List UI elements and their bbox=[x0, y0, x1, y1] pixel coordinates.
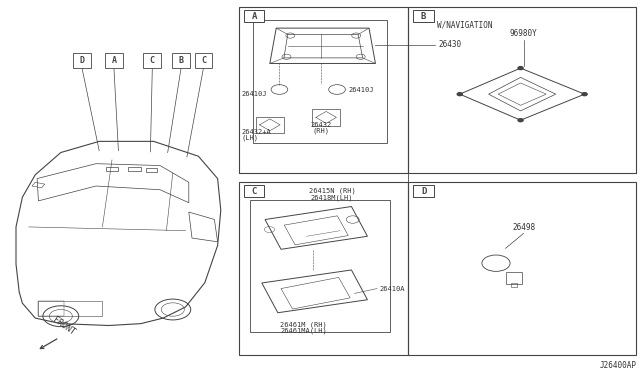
Bar bbox=[146, 168, 157, 172]
Text: 26461MA(LH): 26461MA(LH) bbox=[280, 327, 327, 334]
Bar bbox=[253, 20, 387, 143]
Text: (LH): (LH) bbox=[242, 135, 259, 141]
Text: 26432: 26432 bbox=[310, 122, 332, 128]
Text: FRONT: FRONT bbox=[51, 315, 77, 337]
Text: B: B bbox=[421, 12, 426, 21]
Circle shape bbox=[582, 93, 587, 96]
Bar bbox=[506, 272, 522, 283]
Text: (RH): (RH) bbox=[312, 128, 330, 134]
Bar bbox=[408, 7, 636, 173]
Bar bbox=[143, 53, 161, 68]
Bar bbox=[38, 301, 64, 316]
Bar bbox=[413, 10, 434, 22]
Text: B: B bbox=[179, 56, 184, 65]
Bar bbox=[312, 109, 340, 126]
Text: 26410J: 26410J bbox=[349, 87, 374, 93]
Text: A: A bbox=[111, 56, 116, 65]
Text: 26410A: 26410A bbox=[380, 286, 405, 292]
Text: 26415N (RH): 26415N (RH) bbox=[308, 188, 355, 194]
Text: J26400AP: J26400AP bbox=[600, 361, 637, 370]
Bar bbox=[408, 182, 636, 355]
Text: C: C bbox=[150, 56, 155, 65]
Bar bbox=[105, 53, 123, 68]
Bar bbox=[239, 7, 408, 173]
Bar bbox=[106, 167, 118, 171]
Bar bbox=[38, 301, 102, 316]
Bar bbox=[256, 117, 284, 133]
Text: 26432+A: 26432+A bbox=[242, 129, 271, 135]
Text: D: D bbox=[79, 56, 84, 65]
Text: 96980Y: 96980Y bbox=[510, 29, 538, 38]
Bar bbox=[244, 10, 264, 22]
Bar bbox=[413, 185, 434, 197]
Text: D: D bbox=[421, 187, 426, 196]
Text: W/NAVIGATION: W/NAVIGATION bbox=[437, 20, 493, 29]
Bar bbox=[195, 53, 212, 68]
Bar bbox=[128, 167, 141, 171]
Text: 26498: 26498 bbox=[512, 223, 535, 232]
Circle shape bbox=[457, 93, 462, 96]
Bar bbox=[244, 185, 264, 197]
Bar bbox=[511, 283, 517, 287]
Text: 26430: 26430 bbox=[438, 41, 461, 49]
Bar bbox=[250, 200, 390, 332]
Circle shape bbox=[518, 67, 523, 70]
Bar bbox=[73, 53, 91, 68]
Bar bbox=[239, 182, 408, 355]
Bar bbox=[172, 53, 190, 68]
Text: 26410J: 26410J bbox=[242, 92, 268, 97]
Text: 26418M(LH): 26418M(LH) bbox=[311, 195, 353, 201]
Text: C: C bbox=[201, 56, 206, 65]
Text: 26461M (RH): 26461M (RH) bbox=[280, 322, 327, 328]
Text: A: A bbox=[252, 12, 257, 21]
Circle shape bbox=[518, 119, 523, 122]
Text: C: C bbox=[252, 187, 257, 196]
